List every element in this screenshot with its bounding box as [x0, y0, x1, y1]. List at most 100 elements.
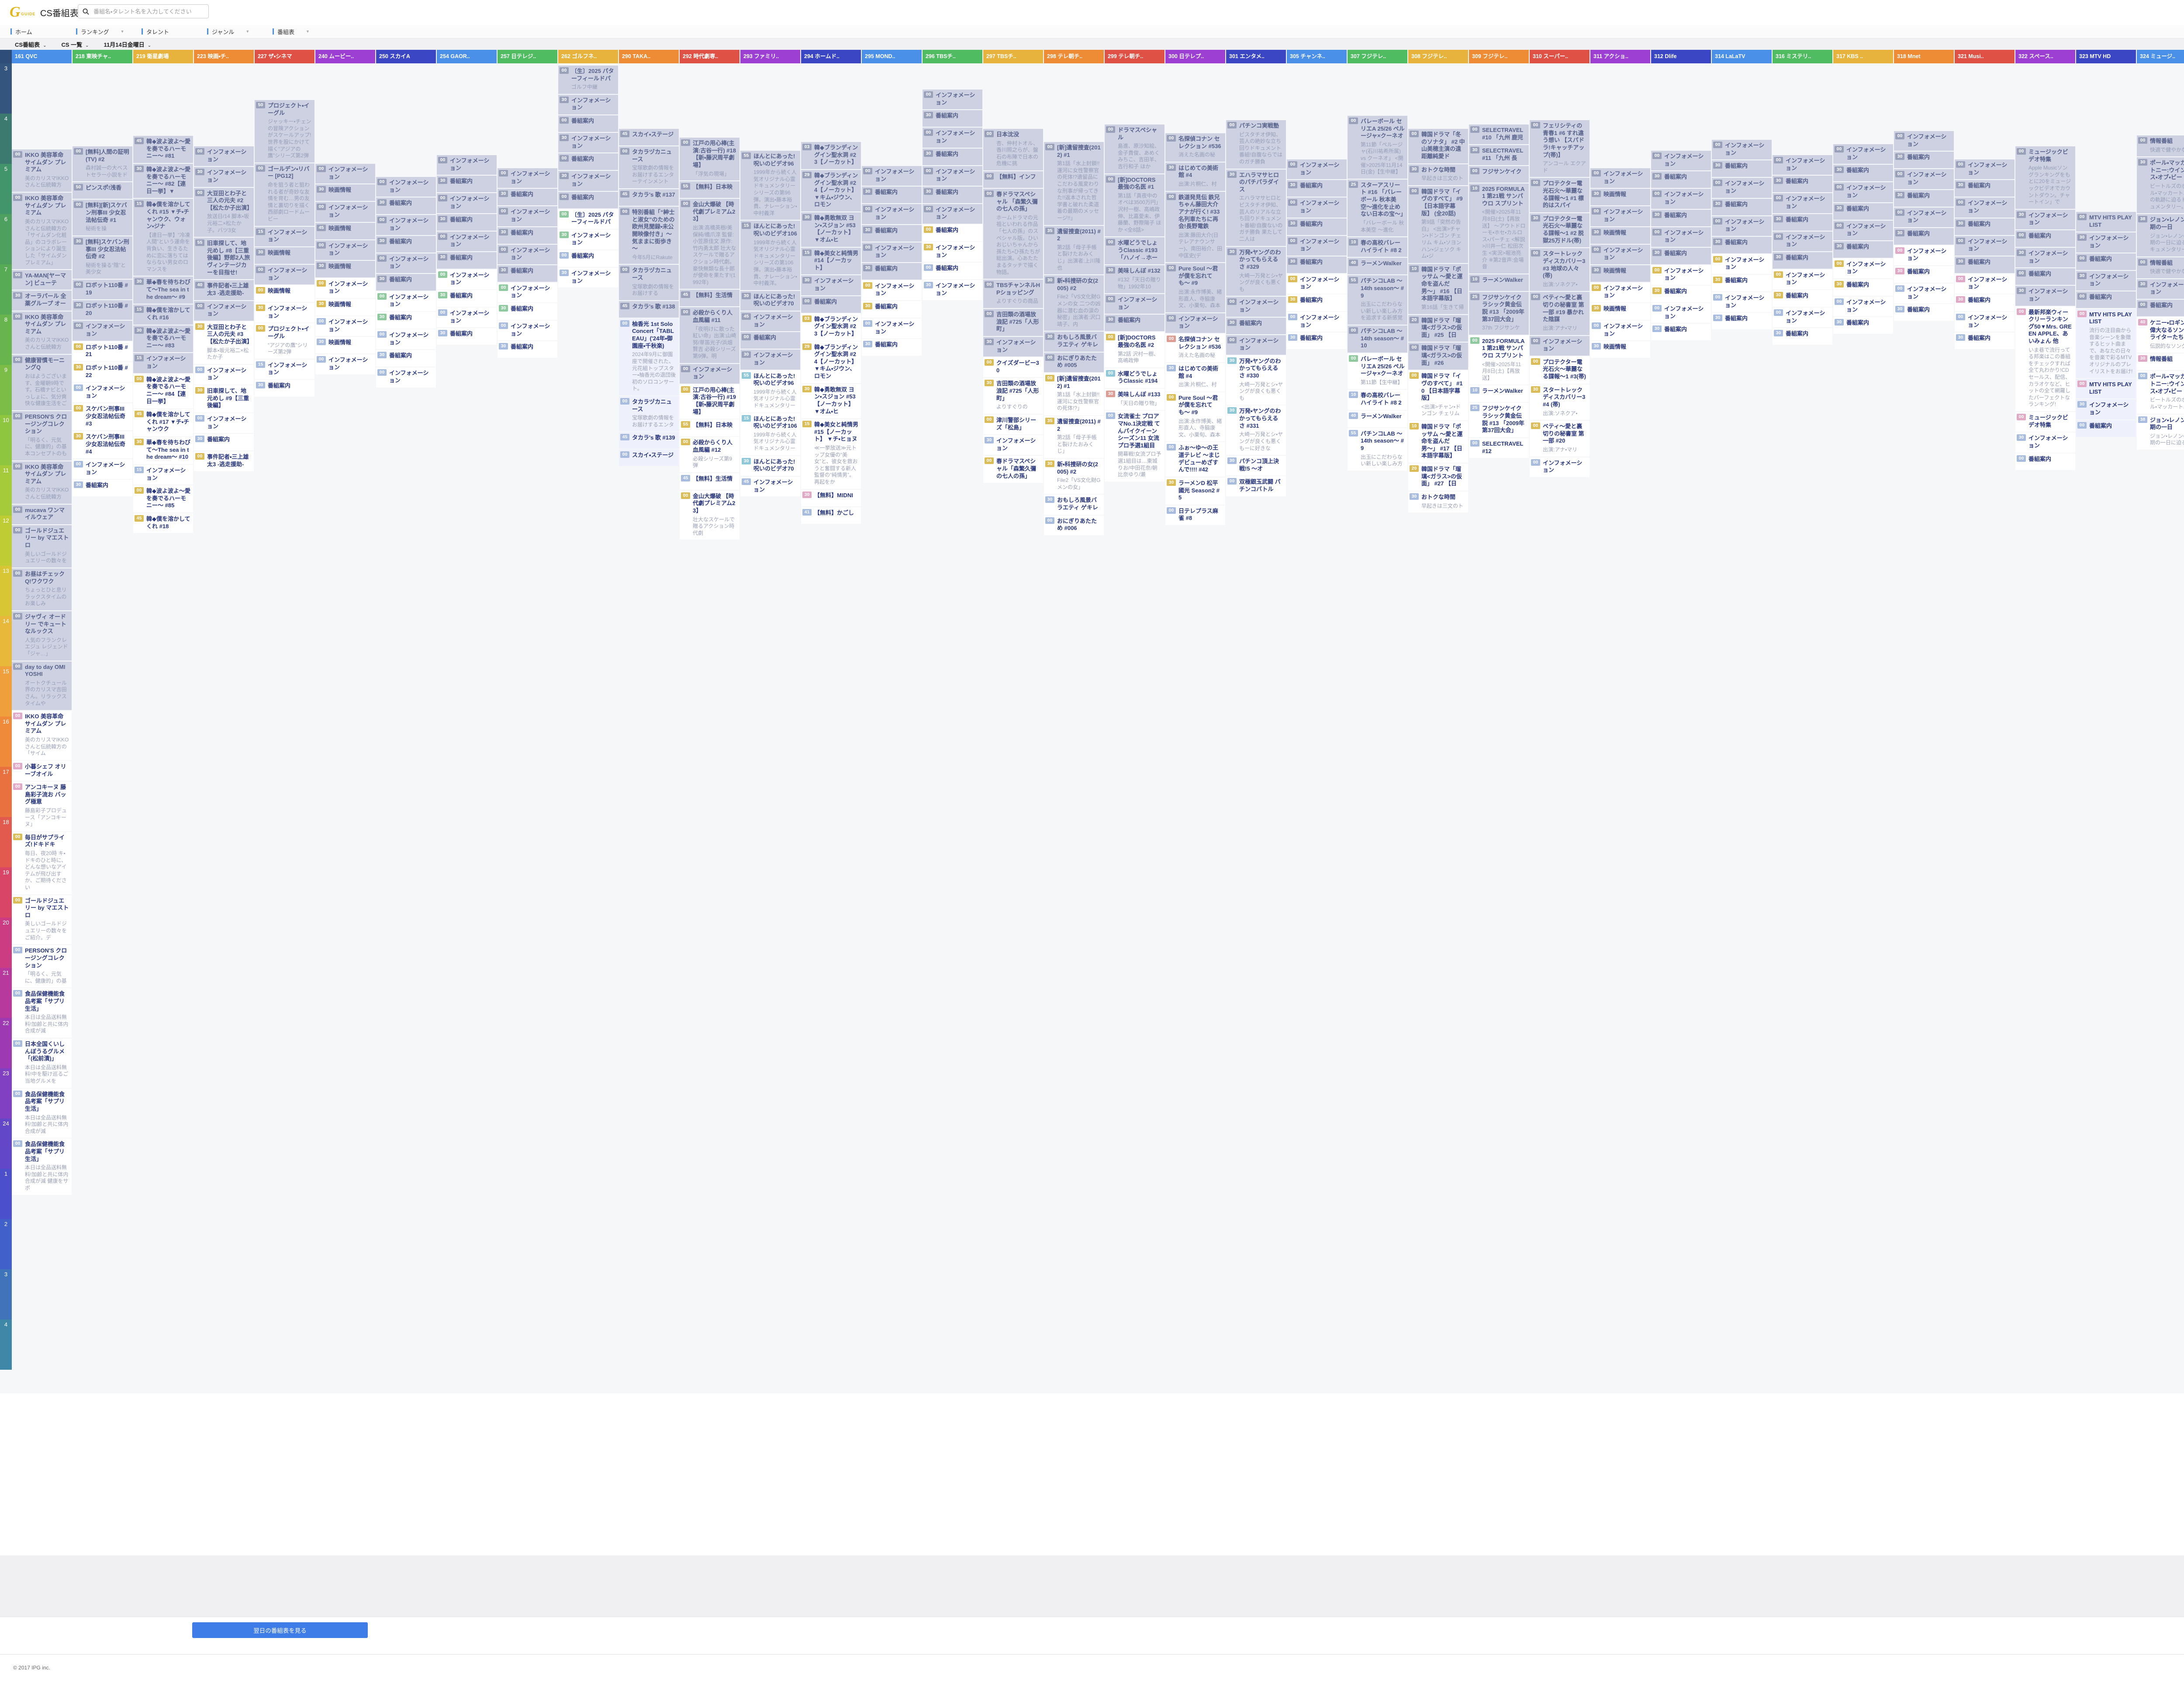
program-card[interactable]: 00 韓国ドラマ「瑠璃<ガラス>の仮面」 #26: [1408, 343, 1468, 370]
program-card[interactable]: 10 ラーメンWalker: [1469, 274, 1529, 291]
program-card[interactable]: 00 番組案内: [2015, 453, 2075, 470]
program-card[interactable]: 00 番組案内: [2137, 299, 2184, 316]
program-card[interactable]: 30 映画情報: [1590, 227, 1650, 244]
program-card[interactable]: 00 番組案内: [558, 191, 618, 208]
program-card[interactable]: 30 映画情報: [1590, 265, 1650, 282]
program-card[interactable]: 30 番組案内: [1287, 218, 1347, 235]
program-card[interactable]: 45 スカイ・ステージ: [619, 129, 679, 145]
program-card[interactable]: 00 バレーボール セリエA 25/26 ペルージャ×クーネオ 第11節【生中継】: [1348, 353, 1407, 389]
program-card[interactable]: 00 インフォメーション: [1287, 235, 1347, 256]
channel-header[interactable]: 299 テレ朝チ..: [1105, 50, 1165, 63]
program-card[interactable]: 45 韓◆波よ波よ〜愛を奏でるハーモニー〜 #81: [133, 136, 193, 163]
channel-header[interactable]: 307 フジテレ..: [1348, 50, 1407, 63]
program-card[interactable]: 00 インフォメーション: [923, 128, 982, 148]
program-card[interactable]: 00 インフォメーション: [1712, 140, 1772, 160]
program-card[interactable]: 00 インフォメーション: [862, 280, 922, 300]
program-card[interactable]: 00 インフォメーション: [376, 329, 436, 350]
program-card[interactable]: 15 インフォメーション: [255, 359, 314, 380]
program-card[interactable]: 00 インフォメーション: [315, 354, 375, 374]
program-card[interactable]: 30 番組案内: [923, 148, 982, 165]
program-card[interactable]: 30 パチンコ頂上決戦!5 〜オ: [1226, 456, 1286, 476]
program-card[interactable]: 30 映画情報: [255, 247, 314, 264]
program-card[interactable]: 00 [新]遺留捜査(2012) #1 第1話「水上封鎖!!運河に女性警察官の死体!…: [1044, 142, 1104, 225]
program-card[interactable]: 00 インフォメーション: [1287, 159, 1347, 180]
program-card[interactable]: 00 インフォメーション: [73, 459, 132, 479]
program-card[interactable]: 00 IKKO 美容革命 サイムダン プレミアム 美のカリスマIKKOさんと伝統韓方: [12, 461, 72, 504]
program-card[interactable]: 30 映画情報: [315, 184, 375, 201]
program-card[interactable]: 00 SELECTRAVEL #12: [1469, 438, 1529, 458]
program-card[interactable]: 30 ラーメンD 松平國光 Season2 #5: [1165, 477, 1225, 505]
program-card[interactable]: 00 Pure Soul 〜君が僕を忘れても〜 #9 出演:永作博美、緒形直人、寺脇…: [1165, 392, 1225, 442]
program-card[interactable]: 00 プロテクター電光石火〜華麗なる諜報〜1 #1 標的はスパイ: [1530, 178, 1590, 212]
program-card[interactable]: 00 番組案内: [558, 115, 618, 132]
channel-header[interactable]: 218 東映チャ..: [73, 50, 132, 63]
program-card[interactable]: 00 韓◆波よ波よ〜愛を奏でるハーモニー〜 #84【連日一挙】: [133, 374, 193, 409]
program-card[interactable]: 00 名探偵コナン セレクション #536 消えた名画の秘: [1165, 334, 1225, 362]
program-card[interactable]: 30 映画情報: [315, 337, 375, 354]
program-card[interactable]: 30 万発・ヤングのわかってもらえるさ #329 大崎一万発とシ・ヤングが良くも悪く…: [1226, 246, 1286, 296]
program-card[interactable]: 30 番組案内: [1773, 328, 1832, 345]
program-card[interactable]: 00 江戸の用心棒(主演:古谷一行) #19【新・藤沢周平劇場】: [680, 384, 740, 419]
program-card[interactable]: 55 ほんとにあった!呪いのビデオ96 1999年から続く人気オリジナル心霊ドキュメ…: [740, 151, 800, 220]
program-card[interactable]: 00 インフォメーション: [1955, 235, 2015, 256]
program-card[interactable]: 00 インフォメーション: [1651, 265, 1711, 285]
program-card[interactable]: 00 毎日がサプライズ!ドキドキ 毎日、夜20時 キ・ドキのひと時に、どんな想いなア…: [12, 831, 72, 894]
program-card[interactable]: 45 タカラ's 歌 #139: [619, 432, 679, 449]
program-card[interactable]: 00 パチンコLAB 〜14th season〜 #10: [1348, 326, 1407, 353]
channel-header[interactable]: 317 KBS ..: [1833, 50, 1893, 63]
program-card[interactable]: 00 必殺からくり人 血風編 #12 必殺シリーズ第9弾: [680, 437, 740, 472]
program-card[interactable]: 00 インフォメーション: [1894, 245, 1954, 265]
program-card[interactable]: 00 インフォメーション: [923, 204, 982, 224]
program-card[interactable]: 10 ラーメンWalker: [1469, 385, 1529, 402]
channel-header[interactable]: 240 ムービー..: [315, 50, 375, 63]
channel-header[interactable]: 257 日テレジ..: [498, 50, 557, 63]
program-card[interactable]: 00 インフォメーション: [194, 364, 254, 385]
program-card[interactable]: 00 ベティ〜愛と裏切りの秘書室 第一部 #20 出演:アナ・マリ: [1530, 421, 1590, 457]
program-card[interactable]: 50 プロジェクト・イーグル ジャッキー・チェンの冒険アクションがスケールアップ!世…: [255, 100, 314, 163]
program-card[interactable]: 30 番組案内: [1955, 332, 2015, 350]
program-card[interactable]: 20 韓国ドラマ「瑠璃<ガラス>の仮面」 #25 【日: [1408, 315, 1468, 342]
program-card[interactable]: 00 インフォメーション: [194, 146, 254, 166]
gguide-logo[interactable]: G GUIDE: [10, 4, 37, 21]
program-card[interactable]: 30 ほんとにあった!呪いのビデオ70: [740, 456, 800, 476]
program-card[interactable]: 00 春ドラマスペシャル「森繁久彌の七人の孫」: [983, 456, 1043, 483]
program-card[interactable]: 00 インフォメーション: [680, 364, 740, 384]
program-card[interactable]: 30 番組案内: [923, 186, 982, 203]
program-card[interactable]: 10 2025 FORMULA 1 第21戦 サンパウロ スプリント <開催>202…: [1469, 183, 1529, 274]
program-card[interactable]: 00 インフォメーション: [1287, 312, 1347, 332]
program-card[interactable]: 00 インフォメーション: [862, 204, 922, 224]
program-card[interactable]: 30 番組案内: [1651, 286, 1711, 302]
program-card[interactable]: 30 番組案内: [1712, 236, 1772, 253]
program-card[interactable]: 00 インフォメーション: [1712, 292, 1772, 312]
program-card[interactable]: 00 インフォメーション: [315, 240, 375, 260]
program-card[interactable]: 00 インフォメーション: [1712, 216, 1772, 236]
program-card[interactable]: 30 番組案内: [1287, 180, 1347, 197]
program-card[interactable]: 00 インフォメーション: [1833, 220, 1893, 240]
program-card[interactable]: 25 フジサンケイクラシック黄金伝説 #13 「2009年第37回大会」: [1469, 403, 1529, 437]
program-card[interactable]: 00 江戸の用心棒(主演:古谷一行) #18【新・藤沢周平劇場】 「浮気の現場」: [680, 138, 740, 181]
program-card[interactable]: 00 インフォメーション: [862, 319, 922, 339]
program-card[interactable]: 30 番組案内: [194, 434, 254, 451]
program-card[interactable]: 30 番組案内: [862, 339, 922, 356]
program-card[interactable]: 45 【無料】生活情: [680, 290, 740, 307]
program-card[interactable]: 30 番組案内: [1651, 247, 1711, 264]
program-card[interactable]: 00 タカラヅカニュース 宝塚歌劇の情報をお届けするエンターテインメント: [619, 146, 679, 189]
program-card[interactable]: 00 インフォメーション: [1773, 269, 1832, 289]
program-card[interactable]: 30 番組案内: [498, 227, 557, 244]
program-card[interactable]: 00 大豆田とわ子と三人の元夫 #2 【松たか子出演】 放送日/14 脚本・坂元裕二…: [194, 187, 254, 237]
program-card[interactable]: 30 番組案内: [255, 380, 314, 397]
program-card[interactable]: 00 インフォメーション: [73, 383, 132, 403]
program-card[interactable]: 40 ラーメンWalker: [1348, 410, 1407, 427]
program-card[interactable]: 00 インフォメーション: [1712, 254, 1772, 274]
channel-header[interactable]: 305 チャンネ..: [1287, 50, 1347, 63]
program-card[interactable]: 00 韓国ドラマ「イヴのすべて」 #10 【日本語字幕版】 <出演>チャン・ドンゴン…: [1408, 371, 1468, 420]
program-card[interactable]: 00 ドラマスペシャル 島進、原沙知絵、金子貴俊、あめくみちこ、吉田羊、吉行和子 ほ…: [1105, 125, 1165, 173]
program-card[interactable]: 45 映画情報: [315, 222, 375, 239]
program-card[interactable]: 00 番組案内: [923, 263, 982, 280]
program-card[interactable]: 30 旧車探して、地元めし #9【三重後編】: [194, 385, 254, 412]
